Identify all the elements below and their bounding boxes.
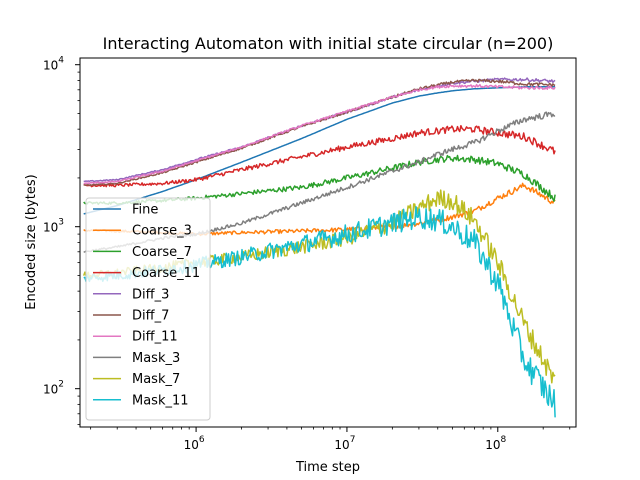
- legend-label: Mask_3: [132, 351, 180, 366]
- y-tick-label: 103: [43, 218, 64, 235]
- legend-label: Mask_11: [132, 393, 189, 408]
- legend-label: Mask_7: [132, 372, 180, 387]
- legend-label: Diff_11: [132, 330, 178, 345]
- series-line-fine: [83, 86, 556, 215]
- y-axis-label: Encoded size (bytes): [24, 174, 39, 309]
- legend-label: Diff_7: [132, 309, 169, 324]
- x-tick-label: 108: [485, 435, 506, 452]
- legend: Fine Coarse_3 Coarse_7 Coarse_11 Diff_3 Diff_…: [85, 197, 211, 421]
- x-tick-label: 106: [184, 435, 205, 452]
- y-tick-label: 102: [43, 380, 64, 397]
- x-axis-label: Time step: [295, 460, 360, 475]
- legend-label: Fine: [132, 203, 158, 218]
- series-line-coarse-11: [83, 124, 556, 188]
- y-tick-label: 104: [43, 56, 64, 73]
- chart-title: Interacting Automaton with initial state…: [103, 34, 554, 53]
- axis-ticks: 106 107 108 102 103 104: [43, 56, 571, 452]
- legend-label: Coarse_11: [132, 266, 200, 281]
- x-tick-label: 107: [334, 435, 355, 452]
- legend-box: [85, 197, 211, 421]
- legend-label: Coarse_3: [132, 224, 192, 239]
- legend-label: Coarse_7: [132, 245, 192, 260]
- legend-label: Diff_3: [132, 287, 169, 302]
- series-line-diff-11: [83, 83, 556, 185]
